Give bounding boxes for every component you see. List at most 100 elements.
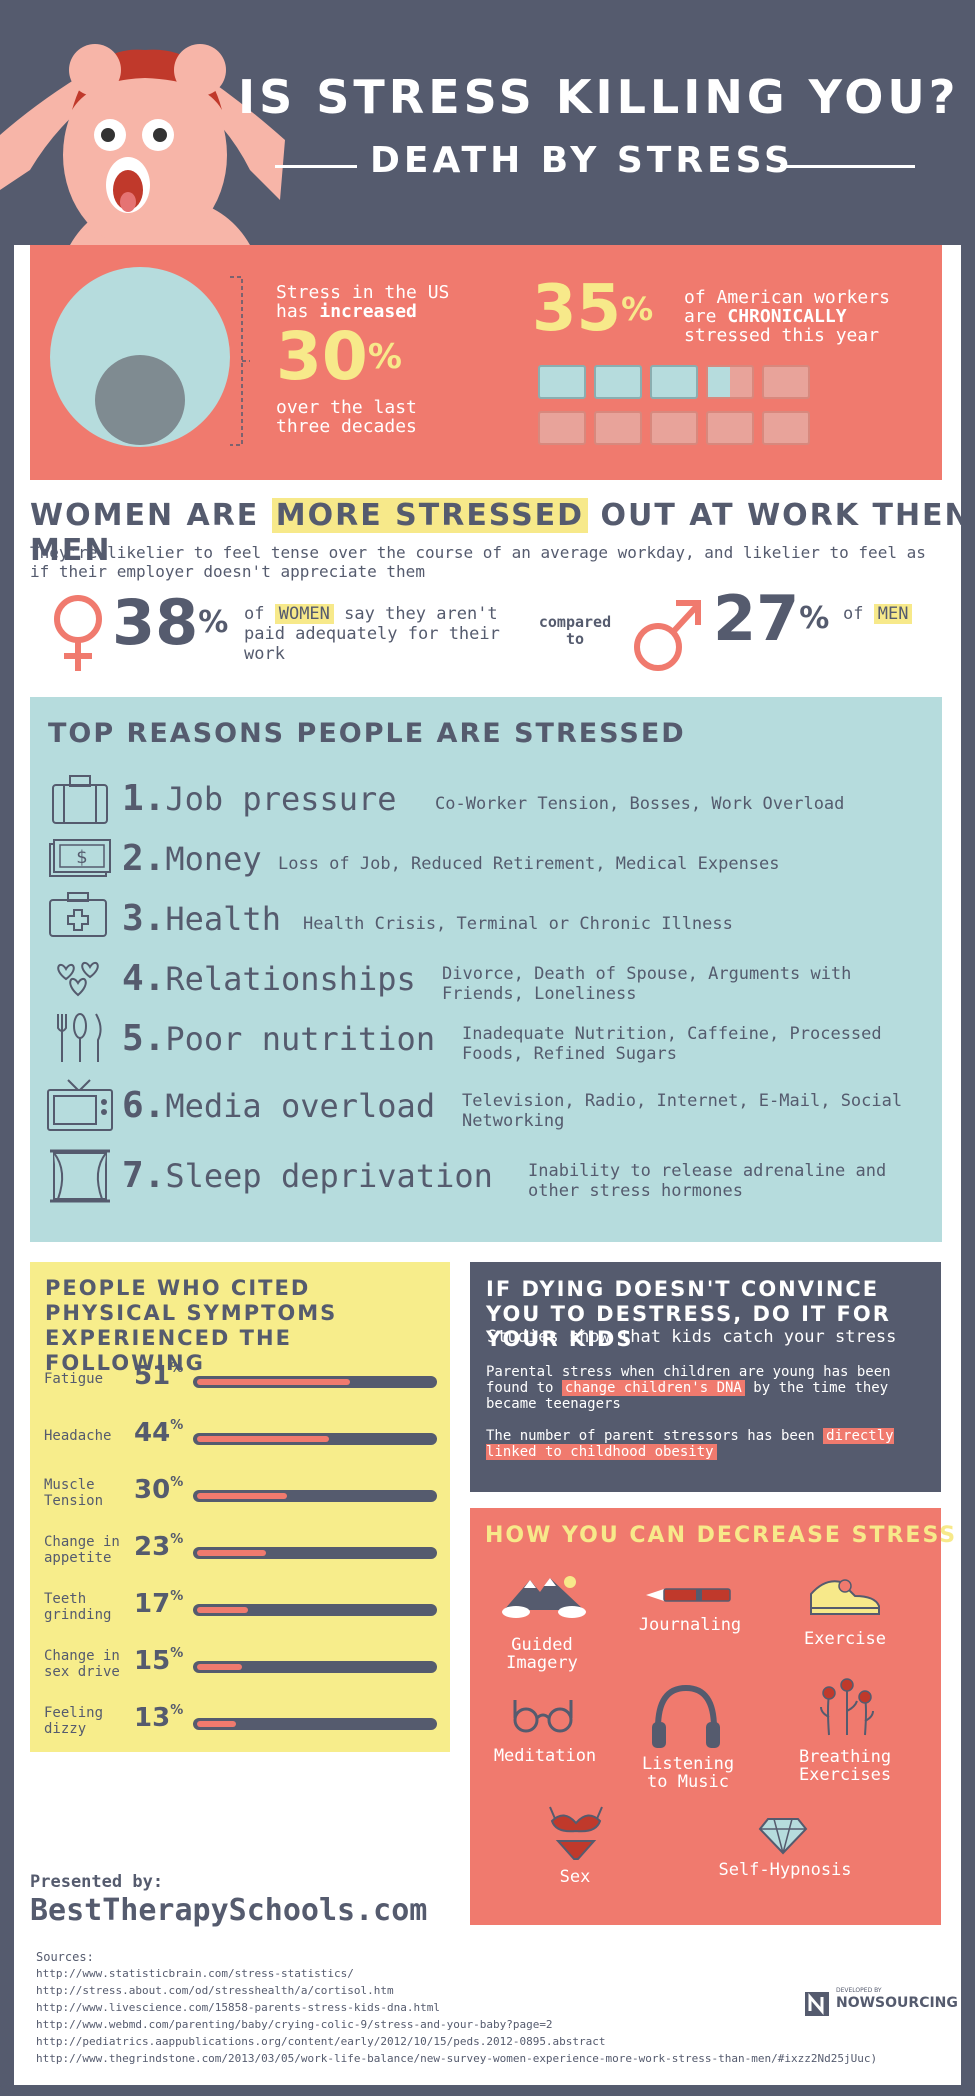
symptom-name: Feeling dizzy <box>44 1705 104 1737</box>
folder-icon <box>594 411 642 445</box>
decrease-title: HOW YOU CAN DECREASE STRESS <box>485 1523 958 1548</box>
folder-icon <box>538 365 586 399</box>
window-icon <box>50 1149 110 1203</box>
reason-name: Money <box>165 840 262 878</box>
male-symbol-icon <box>634 600 701 671</box>
symptom-unit: % <box>170 1361 184 1376</box>
symptom-unit: % <box>170 1703 184 1718</box>
folder-icon <box>706 365 754 399</box>
symptom-bar-fill <box>197 1550 266 1556</box>
method-sex: Sex <box>559 1867 591 1887</box>
kids-paragraph-1: Parental stress when children are young … <box>486 1364 891 1412</box>
symptom-value: 15 <box>134 1646 171 1676</box>
stressed-face-icon <box>0 44 285 245</box>
diamond-icon <box>758 1818 808 1855</box>
folder-icon <box>706 411 754 445</box>
symptom-bar-fill <box>197 1664 242 1670</box>
reason-number: 3. <box>122 898 166 939</box>
dev-name: NOWSOURCING <box>836 1995 958 2011</box>
hearts-icon <box>57 961 99 997</box>
women-section-description: They're likelier to feel tense over the … <box>30 543 926 581</box>
symptom-unit: % <box>170 1589 184 1604</box>
money-icon: $ <box>49 839 111 877</box>
stress-increase-circle-icon <box>50 267 250 447</box>
chronic-folder-grid <box>538 365 818 445</box>
increase-line1: Stress in the US <box>276 282 450 303</box>
compared-to: compared to <box>538 613 612 648</box>
symptom-value: 13 <box>134 1703 171 1733</box>
reason-description: Television, Radio, Internet, E-Mail, Soc… <box>462 1091 903 1131</box>
source-link[interactable]: http://www.thegrindstone.com/2013/03/05/… <box>36 2052 878 2065</box>
method-journaling: Journaling <box>638 1615 742 1635</box>
source-link[interactable]: http://www.webmd.com/parenting/baby/cryi… <box>36 2018 553 2031</box>
reason-name: Poor nutrition <box>165 1020 436 1058</box>
symptom-percent: 13% <box>134 1703 183 1733</box>
chronic-line1: of American workers <box>684 287 890 308</box>
symptom-value: 17 <box>134 1589 171 1619</box>
symptoms-title: PEOPLE WHO CITED PHYSICAL SYMPTOMS EXPER… <box>45 1276 338 1375</box>
symptom-percent: 17% <box>134 1589 183 1619</box>
symptom-value: 51 <box>134 1361 171 1391</box>
symptom-value: 23 <box>134 1532 171 1562</box>
mountain-icon <box>502 1576 586 1618</box>
reason-number: 1. <box>122 778 166 819</box>
reason-number: 5. <box>122 1018 166 1059</box>
increase-line2: has increased <box>276 301 417 322</box>
reason-description: Inability to release adrenaline and othe… <box>528 1161 887 1201</box>
increase-value: 30% <box>276 318 402 395</box>
symptom-name: Headache <box>44 1428 112 1444</box>
method-listening: Listening to Music <box>641 1754 735 1792</box>
men-stat-text: of MEN <box>843 604 913 624</box>
method-guided-imagery: Guided Imagery <box>506 1635 578 1673</box>
reasons-title: TOP REASONS PEOPLE ARE STRESSED <box>48 718 686 749</box>
symptom-percent: 23% <box>134 1532 183 1562</box>
lingerie-icon <box>549 1806 603 1860</box>
symptom-bar-track <box>193 1433 437 1445</box>
symptom-name: Change in sex drive <box>44 1648 120 1680</box>
nowsourcing-logo-icon <box>805 1992 829 2016</box>
symptom-bar-track <box>193 1718 437 1730</box>
reason-row: 3.Health <box>122 898 281 939</box>
symptom-value: 44 <box>134 1418 171 1448</box>
reason-number: 2. <box>122 838 166 879</box>
reason-name: Relationships <box>165 960 416 998</box>
subtitle-line-right <box>780 165 915 168</box>
source-link[interactable]: http://www.livescience.com/15858-parents… <box>36 2001 440 2014</box>
symptom-unit: % <box>170 1475 184 1490</box>
symptom-bar-track <box>193 1490 437 1502</box>
reason-description: Divorce, Death of Spouse, Arguments with… <box>442 964 852 1004</box>
symptom-percent: 51% <box>134 1361 183 1391</box>
sources-label: Sources: <box>36 1950 94 1964</box>
reason-number: 7. <box>122 1155 166 1196</box>
reason-description: Loss of Job, Reduced Retirement, Medical… <box>278 854 780 874</box>
symptom-unit: % <box>170 1532 184 1547</box>
site-name[interactable]: BestTherapySchools.com <box>30 1893 428 1928</box>
headphones-icon <box>652 1684 720 1748</box>
presented-by: Presented by: <box>30 1872 164 1892</box>
reason-description: Inadequate Nutrition, Caffeine, Processe… <box>462 1024 882 1064</box>
reason-number: 6. <box>122 1085 166 1126</box>
page-subtitle: DEATH BY STRESS <box>370 140 794 181</box>
source-link[interactable]: http://stress.about.com/od/stresshealth/… <box>36 1984 394 1997</box>
reason-row: 1.Job pressure <box>122 778 397 819</box>
source-link[interactable]: http://pediatrics.aappublications.org/co… <box>36 2035 606 2048</box>
reason-description: Co-Worker Tension, Bosses, Work Overload <box>435 794 845 814</box>
chronic-value: 35% <box>532 272 654 346</box>
symptom-bar-fill <box>197 1493 287 1499</box>
method-self-hypnosis: Self-Hypnosis <box>718 1860 852 1880</box>
symptom-bar-track <box>193 1661 437 1673</box>
source-link[interactable]: http://www.statisticbrain.com/stress-sta… <box>36 1967 354 1980</box>
symptom-bar-fill <box>197 1721 236 1727</box>
reasons-box <box>30 697 942 1242</box>
symptom-unit: % <box>170 1646 184 1661</box>
folder-icon <box>762 365 810 399</box>
symptom-name: Change in appetite <box>44 1534 120 1566</box>
increase-line3: over the last <box>276 397 417 418</box>
reason-name: Job pressure <box>165 780 397 818</box>
method-meditation: Meditation <box>493 1746 597 1766</box>
women-stat-text: of WOMEN say they aren't paid adequately… <box>244 604 500 664</box>
reason-row: 4.Relationships <box>122 958 416 999</box>
folder-icon <box>594 365 642 399</box>
page-title: IS STRESS KILLING YOU? <box>238 70 960 124</box>
sneaker-icon <box>810 1579 880 1615</box>
